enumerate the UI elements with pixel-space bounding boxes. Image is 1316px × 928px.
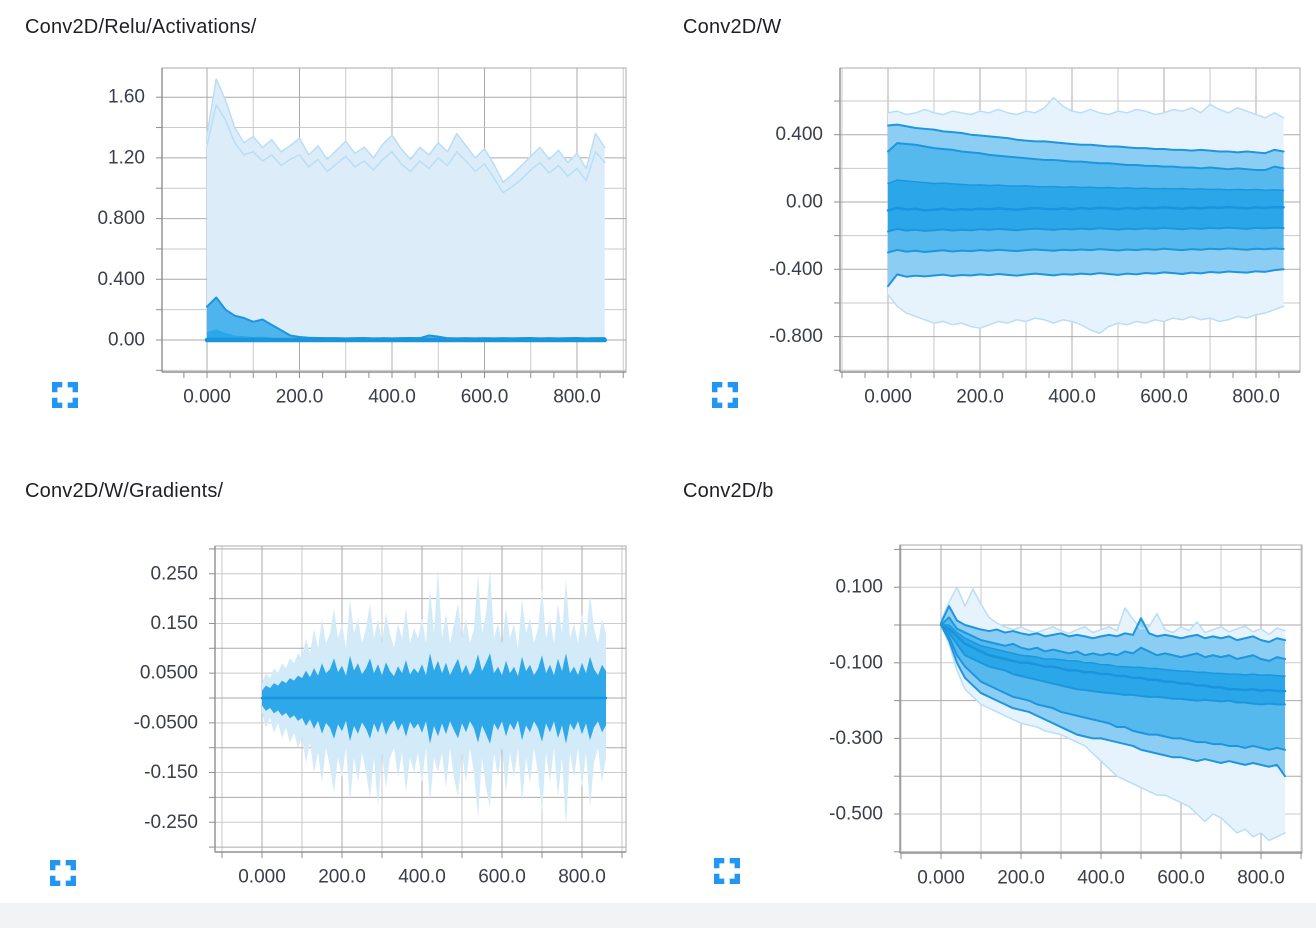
chart-card-gradients: 0.000 200.0 400.0 600.0 800.0 0.250 0.150 0.050… bbox=[0, 464, 658, 928]
percentile-line bbox=[940, 624, 1286, 706]
grid bbox=[894, 545, 1302, 853]
x-axis-tick-label: 400.0 bbox=[1077, 868, 1125, 889]
data-layer bbox=[260, 568, 608, 828]
data-layer bbox=[204, 78, 607, 343]
chart-card-weights: 0.000 200.0 400.0 600.0 800.0 0.400 0.00 -0.400… bbox=[658, 0, 1316, 464]
y-axis-tick-label: 0.800 bbox=[97, 208, 145, 229]
y-axis-tick-label: -0.800 bbox=[769, 326, 823, 347]
y-axis-tick-label: 0.00 bbox=[108, 330, 145, 351]
percentile-line bbox=[940, 624, 1286, 677]
percentile-line bbox=[887, 142, 1285, 172]
x-axis-tick-label: 0.000 bbox=[864, 387, 912, 408]
x-axis-tick-label: 0.000 bbox=[183, 387, 231, 408]
x-axis-tick-label: 600.0 bbox=[1140, 387, 1188, 408]
percentile-line bbox=[886, 205, 1285, 212]
percentile-band bbox=[888, 180, 1284, 232]
footer-strip bbox=[0, 903, 1316, 928]
expand-icon[interactable] bbox=[712, 382, 738, 408]
y-axis-tick-label: -0.300 bbox=[829, 728, 883, 749]
percentile-band bbox=[207, 297, 605, 340]
percentile-band bbox=[207, 78, 605, 341]
y-axis-tick-label: 0.400 bbox=[775, 124, 823, 145]
y-axis-tick-label: 0.0500 bbox=[140, 663, 198, 684]
chart-title: Conv2D/b bbox=[683, 480, 774, 502]
bias-distribution-chart[interactable]: 0.000 200.0 400.0 600.0 800.0 0.100 -0.100 -0.3… bbox=[658, 464, 1316, 928]
percentile-line bbox=[940, 624, 1286, 842]
fullscreen-icon bbox=[50, 860, 76, 886]
percentile-line bbox=[887, 268, 1285, 288]
x-axis-tick-label: 800.0 bbox=[1237, 868, 1285, 889]
chart-card-activations: 0.000 200.0 400.0 600.0 800.0 1.60 1.20 0.800 0.… bbox=[0, 0, 658, 464]
percentile-line bbox=[887, 293, 1285, 334]
percentile-line bbox=[940, 605, 1286, 644]
data-layer bbox=[886, 96, 1285, 334]
x-axis-tick-label: 200.0 bbox=[276, 387, 324, 408]
y-axis-tick-label: -0.400 bbox=[769, 259, 823, 280]
x-axis-tick-label: 600.0 bbox=[461, 387, 509, 408]
weights-distribution-chart[interactable]: 0.000 200.0 400.0 600.0 800.0 0.400 0.00 -0.400… bbox=[658, 0, 1316, 464]
y-axis-tick-label: 1.60 bbox=[108, 87, 145, 108]
expand-icon[interactable] bbox=[50, 860, 76, 886]
fullscreen-icon bbox=[714, 858, 740, 884]
expand-icon[interactable] bbox=[52, 382, 78, 408]
data-layer bbox=[939, 586, 1287, 842]
y-axis-tick-label: -0.150 bbox=[144, 762, 198, 783]
y-axis-tick-label: -0.100 bbox=[829, 652, 883, 673]
percentile-line bbox=[940, 616, 1286, 662]
x-axis-tick-label: 400.0 bbox=[368, 387, 416, 408]
percentile-line bbox=[940, 624, 1286, 751]
y-axis-tick-label: 0.400 bbox=[97, 269, 145, 290]
activations-distribution-chart[interactable]: 0.000 200.0 400.0 600.0 800.0 1.60 1.20 0.800 0.… bbox=[0, 0, 658, 464]
percentile-line bbox=[887, 226, 1285, 233]
x-axis-tick-label: 600.0 bbox=[478, 867, 526, 888]
gradients-distribution-chart[interactable]: 0.000 200.0 400.0 600.0 800.0 0.250 0.150 0.050… bbox=[0, 464, 658, 928]
percentile-line bbox=[887, 247, 1285, 254]
chart-card-bias: 0.000 200.0 400.0 600.0 800.0 0.100 -0.100 -0.3… bbox=[658, 464, 1316, 928]
percentile-line bbox=[887, 179, 1285, 191]
percentile-line bbox=[206, 78, 606, 183]
x-axis-tick-label: 800.0 bbox=[1232, 387, 1280, 408]
percentile-line bbox=[887, 96, 1285, 119]
x-axis-tick-label: 200.0 bbox=[956, 387, 1004, 408]
percentile-line bbox=[939, 623, 1287, 693]
percentile-line bbox=[940, 586, 1286, 636]
expand-icon[interactable] bbox=[714, 858, 740, 884]
y-axis-tick-label: 0.150 bbox=[150, 613, 198, 634]
x-axis-tick-label: 800.0 bbox=[558, 867, 606, 888]
y-axis-tick-label: -0.0500 bbox=[134, 712, 198, 733]
y-axis-tick-label: 1.20 bbox=[108, 147, 145, 168]
x-axis-tick-label: 600.0 bbox=[1157, 868, 1205, 889]
y-axis-tick-label: -0.500 bbox=[829, 804, 883, 825]
x-axis-tick-label: 200.0 bbox=[997, 868, 1045, 889]
x-axis-tick-label: 0.000 bbox=[238, 867, 286, 888]
fullscreen-icon bbox=[52, 382, 78, 408]
chart-title: Conv2D/Relu/Activations/ bbox=[25, 16, 257, 38]
y-axis-tick-label: -0.250 bbox=[144, 812, 198, 833]
x-axis-tick-label: 400.0 bbox=[1048, 387, 1096, 408]
x-axis-tick-label: 200.0 bbox=[318, 867, 366, 888]
fullscreen-icon bbox=[712, 382, 738, 408]
chart-title: Conv2D/W/Gradients/ bbox=[25, 480, 224, 502]
x-axis-tick-label: 0.000 bbox=[917, 868, 965, 889]
x-axis-tick-label: 400.0 bbox=[398, 867, 446, 888]
chart-title: Conv2D/W bbox=[683, 16, 782, 38]
percentile-line bbox=[940, 624, 1286, 778]
y-axis-tick-label: 0.00 bbox=[786, 192, 823, 213]
percentile-line bbox=[206, 104, 606, 194]
y-axis-tick-label: 0.250 bbox=[150, 563, 198, 584]
y-axis-tick-label: 0.100 bbox=[835, 577, 883, 598]
percentile-line bbox=[887, 123, 1285, 155]
x-axis-tick-label: 800.0 bbox=[553, 387, 601, 408]
